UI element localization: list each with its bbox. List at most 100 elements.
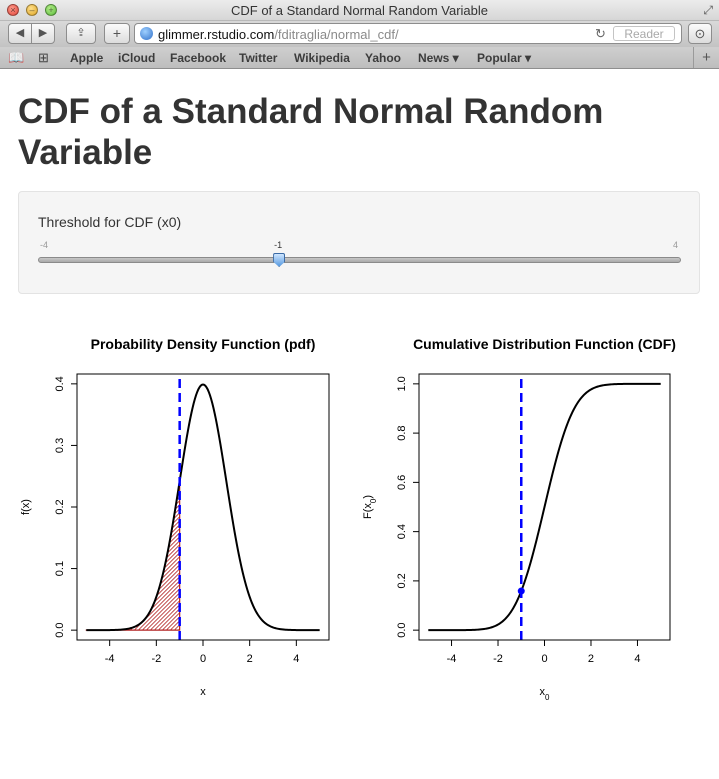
hatch-line	[86, 481, 180, 631]
hatch-line	[86, 481, 180, 631]
hatch-line	[166, 481, 180, 631]
hatch-line	[282, 330, 582, 630]
hatch-line	[170, 481, 180, 631]
zoom-window-button[interactable]: +	[45, 4, 57, 16]
hatch-line	[86, 481, 135, 631]
plots-area: Probability Density Function (pdf) -4 -2 0 2…	[20, 330, 682, 702]
hatch-line	[86, 481, 147, 631]
hatch-line	[106, 481, 180, 631]
hatch-line	[86, 481, 180, 631]
bookmark-wikipedia[interactable]: Wikipedia	[294, 51, 350, 65]
hatch-line	[206, 330, 506, 630]
hatch-line	[110, 481, 180, 631]
series-curve	[428, 382, 661, 632]
hatch-line	[314, 330, 614, 630]
hatch-line	[86, 481, 180, 631]
slider-track[interactable]	[38, 257, 681, 263]
share-button[interactable]: ⇪	[66, 23, 96, 44]
fullscreen-icon[interactable]: ⤢	[703, 3, 713, 17]
bookmark-apple[interactable]: Apple	[70, 51, 104, 65]
downloads-button[interactable]: ⊙	[688, 23, 712, 44]
hatch-line	[86, 481, 180, 631]
hatch-line	[86, 481, 180, 631]
hatch-line	[86, 481, 180, 631]
reader-button[interactable]: Reader	[613, 26, 675, 41]
hatch-line	[326, 330, 626, 630]
browser-toolbar: ◀ ▶ ⇪ + glimmer.rstudio.com/fditraglia/n…	[0, 21, 719, 47]
hatch-line	[234, 330, 534, 630]
hatch-line	[186, 330, 486, 630]
hatch-line	[226, 330, 526, 630]
slider-value-label: -1	[274, 240, 283, 250]
top-sites-icon[interactable]: ⊞	[38, 50, 49, 65]
bookmark-icloud[interactable]: iCloud	[118, 51, 156, 65]
hatch-line	[86, 481, 180, 631]
hatch-line	[86, 481, 159, 631]
chevron-right-icon: ▶	[38, 27, 48, 39]
forward-button[interactable]: ▶	[31, 23, 55, 44]
hatch-line	[306, 330, 606, 630]
close-window-button[interactable]: ×	[7, 4, 19, 16]
minimize-window-button[interactable]: –	[26, 4, 38, 16]
hatch-line	[162, 481, 180, 631]
y-tick-label: 0.4	[396, 524, 408, 539]
reload-icon[interactable]: ↻	[595, 26, 606, 41]
url-host: glimmer.rstudio.com	[158, 27, 275, 42]
hatch-line	[86, 481, 103, 631]
hatch-line	[86, 481, 180, 631]
bookmark-news-menu[interactable]: News ▾	[418, 51, 459, 65]
bookmark-popular-menu[interactable]: Popular ▾	[477, 51, 532, 65]
reading-list-icon[interactable]: 📖	[8, 50, 25, 65]
hatch-line	[366, 330, 666, 630]
hatch-line	[102, 481, 180, 631]
hatch-line	[230, 330, 530, 630]
hatch-line	[86, 481, 180, 631]
add-tab-button[interactable]: +	[693, 47, 719, 68]
x-tick-label: -4	[447, 653, 457, 665]
hatch-line	[86, 481, 111, 631]
slider-min-label: -4	[40, 240, 49, 250]
hatch-line	[86, 481, 180, 631]
hatch-line	[94, 481, 180, 631]
address-bar[interactable]: glimmer.rstudio.com/fditraglia/normal_cd…	[134, 23, 682, 44]
hatch-line	[86, 481, 180, 631]
y-tick-label: 0.1	[54, 561, 66, 576]
plot-frame	[76, 373, 330, 641]
page-title: CDF of a Standard Normal Random Variable	[18, 92, 604, 172]
download-icon: ⊙	[694, 26, 706, 41]
hatch-line	[86, 481, 180, 631]
cdf-plot: Cumulative Distribution Function (CDF) -4…	[362, 336, 676, 702]
pdf-plot: Probability Density Function (pdf) -4 -2 0 2…	[20, 330, 682, 698]
hatch-line	[382, 330, 682, 630]
hatch-line	[126, 481, 180, 631]
slider-handle[interactable]	[273, 253, 286, 267]
hatch-line	[86, 481, 123, 631]
x-tick-label: 4	[293, 653, 299, 665]
hatch-line	[210, 330, 510, 630]
slider-label: Threshold for CDF (x0)	[38, 214, 182, 230]
hatch-line	[86, 481, 180, 631]
hatch-line	[86, 481, 180, 631]
y-tick-label: 0.4	[54, 376, 66, 391]
add-bookmark-button[interactable]: +	[104, 23, 130, 44]
hatch-line	[86, 481, 180, 631]
hatch-line	[86, 481, 180, 631]
hatch-line	[86, 481, 180, 631]
chevron-left-icon: ◀	[15, 27, 25, 39]
x-tick-label: -4	[105, 653, 115, 665]
plus-icon: +	[112, 25, 122, 41]
hatch-line	[90, 481, 180, 631]
x-axis-label: x0	[540, 686, 551, 702]
hatch-line	[302, 330, 602, 630]
y-tick-label: 0.6	[396, 475, 408, 490]
bookmark-yahoo[interactable]: Yahoo	[365, 51, 402, 65]
y-tick-label: 0.2	[396, 573, 408, 588]
bookmark-facebook[interactable]: Facebook	[170, 51, 227, 65]
hatch-line	[310, 330, 610, 630]
hatch-line	[202, 330, 502, 630]
hatch-line	[218, 330, 518, 630]
url-text[interactable]: glimmer.rstudio.com/fditraglia/normal_cd…	[158, 27, 399, 42]
back-button[interactable]: ◀	[8, 23, 32, 44]
hatch-line	[138, 481, 180, 631]
bookmark-twitter[interactable]: Twitter	[239, 51, 278, 65]
